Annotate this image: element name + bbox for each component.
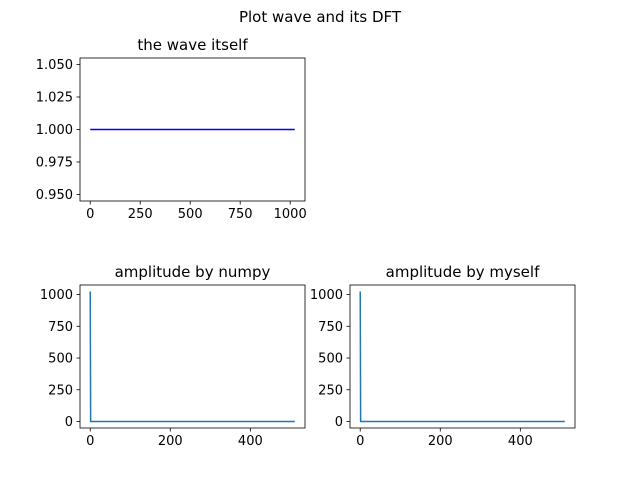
numpy-xtick-label: 400: [238, 434, 263, 449]
wave-ytick-label: 1.025: [36, 91, 73, 106]
wave-ytick-label: 0.950: [36, 188, 73, 203]
myself-ytick-label: 1000: [310, 288, 343, 303]
wave-xtick-label: 500: [178, 207, 203, 222]
myself-ytick-label: 750: [318, 320, 343, 335]
wave-ytick-label: 1.050: [36, 58, 73, 73]
myself-xtick-label: 200: [428, 434, 453, 449]
wave-subplot-title: the wave itself: [137, 36, 248, 54]
myself-ytick-label: 0: [335, 415, 343, 430]
numpy-ytick-label: 0: [65, 415, 73, 430]
subplot-amplitude-numpy: 0 200 400 0 250 500 750 1000 amplitude by numpy: [40, 263, 306, 449]
numpy-ytick-label: 500: [48, 352, 73, 367]
myself-subplot-title: amplitude by myself: [386, 263, 540, 281]
numpy-axes-frame: [79, 284, 306, 429]
myself-xtick-label: 400: [508, 434, 533, 449]
wave-xtick-label: 750: [228, 207, 253, 222]
myself-series-line-0: [359, 291, 565, 423]
numpy-ytick-label: 750: [48, 320, 73, 335]
numpy-ytick-label: 250: [48, 383, 73, 398]
subplot-wave: 0 250 500 750 1000 0.950 0.975 1.000 1.025 1.050 t…: [36, 36, 307, 222]
myself-ytick-label: 250: [318, 383, 343, 398]
myself-ytick-label: 500: [318, 352, 343, 367]
numpy-xtick-label: 200: [158, 434, 183, 449]
subplot-amplitude-myself: 0 200 400 0 250 500 750 1000 amplitude by myself: [310, 263, 576, 449]
wave-xtick-label: 0: [86, 207, 94, 222]
myself-axes-frame: [349, 284, 576, 429]
myself-xtick-label: 0: [356, 434, 364, 449]
numpy-series-line-0: [89, 291, 295, 423]
wave-ytick-label: 0.975: [36, 156, 73, 171]
wave-ytick-label: 1.000: [36, 123, 73, 138]
wave-xtick-label: 250: [128, 207, 153, 222]
numpy-ytick-label: 1000: [40, 288, 73, 303]
wave-xtick-label: 1000: [274, 207, 307, 222]
figure-suptitle: Plot wave and its DFT: [239, 8, 402, 26]
numpy-subplot-title: amplitude by numpy: [115, 263, 271, 281]
numpy-xtick-label: 0: [86, 434, 94, 449]
